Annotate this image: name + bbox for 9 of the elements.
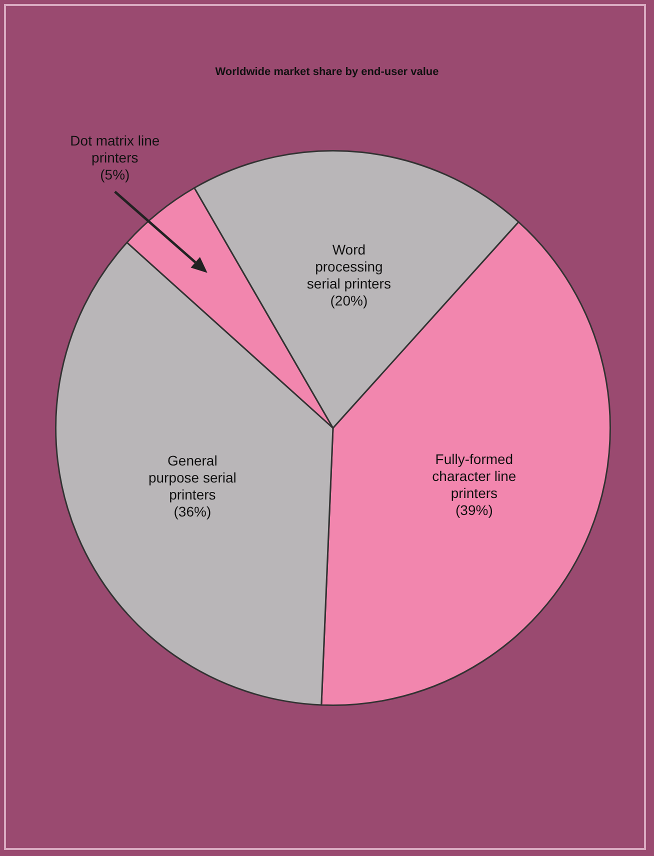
chart-title: Worldwide market share by end-user value [215,66,439,78]
data-label: (36%) [174,503,212,520]
slice-label: Dot matrix line printers [70,132,160,166]
data-label: (20%) [330,292,368,309]
data-label: (39%) [456,502,493,518]
data-label: (5%) [100,166,130,183]
slice-label: Fully-formed character line printers [432,450,516,501]
slice-label: General purpose serial printers [148,452,236,502]
slice-label: Word processing serial printers [306,242,391,292]
